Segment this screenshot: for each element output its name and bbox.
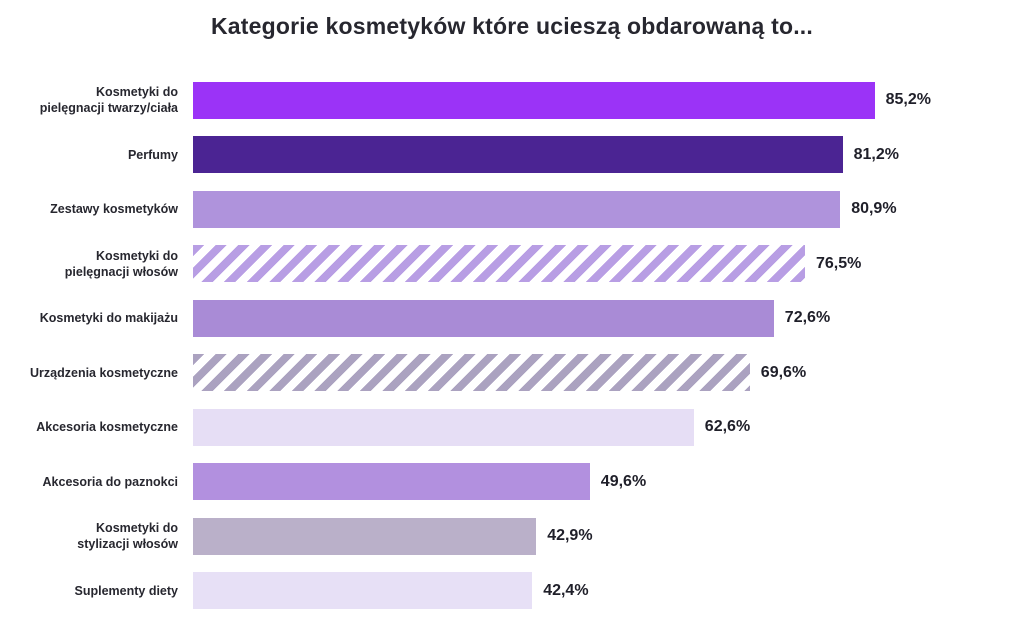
category-label: Kosmetyki do pielęgnacji włosów bbox=[64, 248, 178, 279]
chart-title: Kategorie kosmetyków które ucieszą obdar… bbox=[211, 13, 813, 39]
category-label: Kosmetyki do pielęgnacji twarzy/ciała bbox=[39, 85, 178, 116]
bar-area: 72,6% bbox=[193, 299, 1024, 337]
value-label: 42,9% bbox=[547, 527, 593, 545]
bar-area: 80,9% bbox=[193, 190, 1024, 228]
value-label: 76,5% bbox=[816, 254, 862, 272]
chart-row: Kosmetyki do stylizacji włosów 42,9% bbox=[0, 509, 1024, 564]
value-label: 80,9% bbox=[851, 200, 897, 218]
chart-row: Kosmetyki do pielęgnacji włosów 76,5% bbox=[0, 237, 1024, 292]
bar bbox=[193, 354, 750, 392]
bar-area: 42,9% bbox=[193, 517, 1024, 555]
bar-area: 69,6% bbox=[193, 354, 1024, 392]
chart-row: Suplementy diety 42,4% bbox=[0, 564, 1024, 619]
category-label: Akcesoria do paznokci bbox=[42, 474, 178, 489]
bar bbox=[193, 408, 694, 446]
category-label: Kosmetyki do makijażu bbox=[39, 311, 178, 326]
value-label: 81,2% bbox=[853, 145, 899, 163]
bar bbox=[193, 572, 533, 610]
category-label: Perfumy bbox=[127, 147, 178, 162]
bar bbox=[193, 517, 537, 555]
bar bbox=[193, 463, 590, 501]
value-label: 69,6% bbox=[760, 363, 807, 381]
category-label: Zestawy kosmetyków bbox=[50, 202, 178, 217]
category-label: Kosmetyki do stylizacji włosów bbox=[77, 521, 178, 552]
category-label: Suplementy diety bbox=[74, 583, 179, 598]
chart-row: Akcesoria do paznokci 49,6% bbox=[0, 455, 1024, 510]
category-label: Urządzenia kosmetyczne bbox=[30, 365, 178, 380]
bar bbox=[193, 299, 774, 337]
value-label: 72,6% bbox=[784, 309, 831, 327]
category-label: Akcesoria kosmetyczne bbox=[36, 420, 178, 435]
chart-row: Kosmetyki do makijażu 72,6% bbox=[0, 291, 1024, 346]
chart-row: Perfumy 81,2% bbox=[0, 128, 1024, 183]
bar-area: 42,4% bbox=[193, 572, 1024, 610]
bar bbox=[193, 81, 875, 119]
value-label: 62,6% bbox=[704, 418, 751, 436]
bar bbox=[193, 136, 843, 174]
bar bbox=[193, 190, 841, 228]
value-label: 85,2% bbox=[885, 91, 931, 109]
value-label: 42,4% bbox=[543, 581, 589, 599]
bar bbox=[193, 245, 805, 283]
value-label: 49,6% bbox=[600, 472, 647, 490]
bar-area: 76,5% bbox=[193, 245, 1024, 283]
chart-row: Akcesoria kosmetyczne 62,6% bbox=[0, 400, 1024, 455]
chart-row: Kosmetyki do pielęgnacji twarzy/ciała 85,… bbox=[0, 73, 1024, 128]
chart-rows: Kosmetyki do pielęgnacji twarzy/ciała 85,… bbox=[0, 73, 1024, 618]
bar-area: 85,2% bbox=[193, 81, 1024, 119]
bar-area: 81,2% bbox=[193, 136, 1024, 174]
bar-area: 49,6% bbox=[193, 463, 1024, 501]
chart-row: Urządzenia kosmetyczne 69,6% bbox=[0, 346, 1024, 401]
bar-area: 62,6% bbox=[193, 408, 1024, 446]
chart-row: Zestawy kosmetyków 80,9% bbox=[0, 182, 1024, 237]
